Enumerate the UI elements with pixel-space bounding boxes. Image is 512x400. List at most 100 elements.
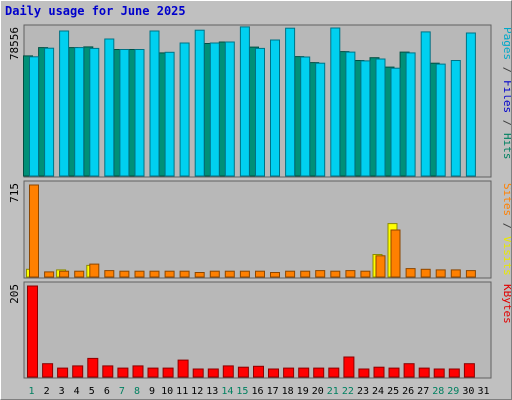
bar-kbytes-25	[388, 367, 400, 378]
bar-sites-19	[300, 270, 311, 278]
legend-entry: /	[501, 216, 511, 236]
bar-kbytes-28	[433, 368, 445, 378]
bar-pages-4	[74, 47, 85, 177]
x-tick-13: 13	[206, 386, 218, 397]
panel-kbytes-legend: KBytes	[501, 284, 511, 324]
bar-pages-21	[330, 27, 341, 177]
bar-sites-5	[89, 263, 100, 278]
x-tick-21: 21	[327, 386, 339, 397]
bar-kbytes-13	[207, 368, 219, 378]
bar-sites-8	[134, 270, 145, 278]
bar-sites-9	[149, 270, 160, 278]
legend-entry: /	[501, 60, 511, 80]
x-tick-26: 26	[402, 386, 414, 397]
bar-pages-2	[44, 47, 55, 177]
bar-sites-20	[315, 270, 326, 278]
x-tick-18: 18	[282, 386, 294, 397]
bar-kbytes-12	[192, 368, 204, 378]
bar-sites-13	[209, 270, 220, 278]
bar-pages-30	[465, 32, 476, 177]
panel-visits-sites-legend: Sites / Visits	[501, 183, 511, 276]
bar-sites-25	[390, 229, 401, 278]
bar-kbytes-27	[418, 367, 430, 378]
x-tick-15: 15	[236, 386, 248, 397]
bar-pages-14	[224, 41, 235, 177]
bar-kbytes-16	[253, 365, 264, 378]
x-tick-28: 28	[432, 386, 444, 397]
legend-entry: /	[501, 113, 511, 133]
bar-kbytes-2	[42, 363, 54, 378]
panel-hits-files-pages-ymax: 78556	[8, 27, 21, 60]
x-tick-25: 25	[387, 386, 399, 397]
bar-sites-11	[179, 270, 190, 278]
bar-pages-28	[435, 63, 446, 177]
bar-kbytes-3	[57, 367, 69, 378]
legend-entry: Sites	[501, 183, 511, 216]
bar-pages-20	[315, 62, 326, 177]
bar-kbytes-4	[72, 365, 84, 378]
bar-sites-24	[375, 255, 386, 278]
bar-pages-10	[164, 51, 175, 177]
bar-sites-30	[465, 270, 476, 278]
bar-kbytes-11	[177, 359, 189, 378]
bar-kbytes-23	[358, 368, 370, 378]
x-tick-2: 2	[44, 386, 50, 397]
x-tick-1: 1	[28, 386, 34, 397]
bar-kbytes-30	[463, 363, 475, 378]
bar-sites-29	[450, 269, 461, 278]
bar-kbytes-29	[448, 368, 460, 378]
bar-pages-8	[134, 49, 145, 177]
x-tick-19: 19	[297, 386, 309, 397]
bar-kbytes-6	[102, 365, 114, 378]
bar-sites-21	[330, 270, 341, 278]
bar-sites-6	[104, 270, 115, 278]
bar-pages-27	[420, 31, 431, 177]
bar-sites-23	[360, 270, 371, 278]
bar-sites-22	[345, 270, 356, 278]
bar-kbytes-14	[222, 365, 234, 378]
bar-pages-7	[119, 49, 130, 177]
x-tick-5: 5	[89, 386, 95, 397]
panel-visits-sites	[23, 180, 492, 279]
panel-kbytes-ymax: 205	[8, 284, 21, 304]
bar-pages-11	[179, 42, 190, 177]
bar-pages-24	[375, 58, 386, 177]
x-tick-3: 3	[59, 386, 65, 397]
bar-sites-12	[194, 272, 205, 278]
bar-sites-10	[164, 270, 175, 278]
bar-kbytes-8	[132, 365, 144, 378]
bar-pages-12	[194, 29, 205, 177]
bar-kbytes-1	[27, 285, 38, 378]
legend-entry: Files	[501, 80, 511, 113]
bar-pages-5	[89, 47, 100, 177]
bar-kbytes-22	[343, 356, 355, 378]
bar-sites-1	[29, 184, 39, 278]
x-tick-10: 10	[161, 386, 173, 397]
bar-pages-18	[285, 27, 296, 177]
x-tick-20: 20	[312, 386, 324, 397]
bar-kbytes-26	[403, 363, 415, 378]
bar-pages-17	[270, 39, 280, 177]
bar-kbytes-9	[147, 367, 159, 378]
bar-pages-15	[239, 26, 250, 177]
bar-sites-27	[420, 268, 431, 278]
bar-pages-9	[149, 30, 160, 177]
x-tick-31: 31	[477, 386, 489, 397]
bar-sites-17	[270, 272, 280, 278]
x-tick-8: 8	[134, 386, 140, 397]
bar-kbytes-5	[87, 357, 99, 378]
bar-pages-26	[405, 52, 416, 177]
bar-kbytes-18	[283, 367, 295, 378]
x-tick-11: 11	[176, 386, 188, 397]
bar-sites-3	[59, 270, 70, 278]
bar-sites-26	[405, 268, 416, 278]
legend-entry: Pages	[501, 27, 511, 60]
bar-pages-6	[104, 38, 115, 177]
bar-sites-7	[119, 270, 130, 278]
panel-hits-files-pages-legend: Pages / Files / Hits	[501, 27, 511, 160]
x-tick-6: 6	[104, 386, 110, 397]
x-tick-17: 17	[267, 386, 279, 397]
bar-kbytes-24	[373, 366, 385, 378]
legend-entry: Visits	[501, 236, 511, 276]
